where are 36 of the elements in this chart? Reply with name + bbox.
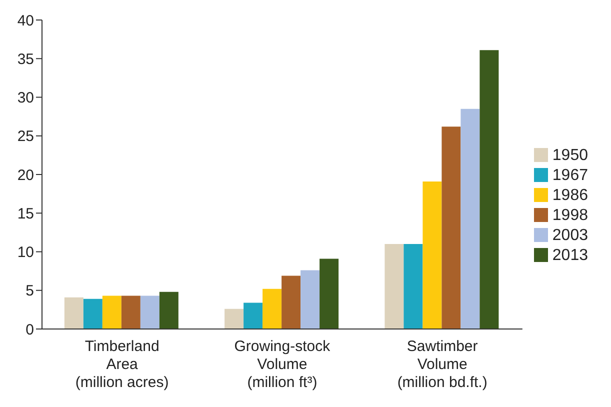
bar (262, 288, 282, 329)
y-tick-label: 15 (17, 205, 34, 222)
bar (64, 297, 84, 329)
bar (102, 296, 122, 329)
x-tick-label: Timberland Area (million acres) (75, 338, 169, 391)
legend-label: 1967 (552, 166, 588, 184)
bar (404, 244, 423, 329)
y-tick-label: 5 (26, 282, 34, 300)
y-tick-label: 25 (17, 128, 34, 146)
bar (300, 270, 320, 329)
y-tick-label: 0 (26, 321, 34, 338)
bar (159, 292, 178, 329)
legend-label: 1986 (552, 186, 588, 204)
legend-label: 2013 (552, 246, 588, 264)
bar (480, 50, 499, 329)
bar (384, 244, 404, 329)
y-tick-label: 20 (17, 166, 34, 184)
x-tick-label: Sawtimber Volume (million bd.ft.) (397, 338, 488, 391)
bar (422, 181, 442, 329)
y-tick-label: 30 (17, 90, 34, 107)
bar (320, 258, 339, 329)
bar (121, 296, 140, 329)
bar (224, 308, 244, 329)
y-tick-label: 10 (17, 244, 34, 262)
bar (282, 276, 301, 329)
bar (460, 108, 480, 329)
legend-label: 1998 (552, 206, 588, 224)
bar (140, 296, 160, 329)
legend-label: 1950 (552, 146, 588, 164)
bar (83, 298, 102, 329)
legend-label: 2003 (552, 226, 588, 244)
x-tick-label: Growing-stock Volume (million ft³) (234, 338, 331, 391)
bar (244, 302, 263, 329)
bar (442, 126, 461, 329)
y-tick-label: 40 (17, 12, 34, 30)
y-tick-label: 35 (17, 50, 34, 68)
